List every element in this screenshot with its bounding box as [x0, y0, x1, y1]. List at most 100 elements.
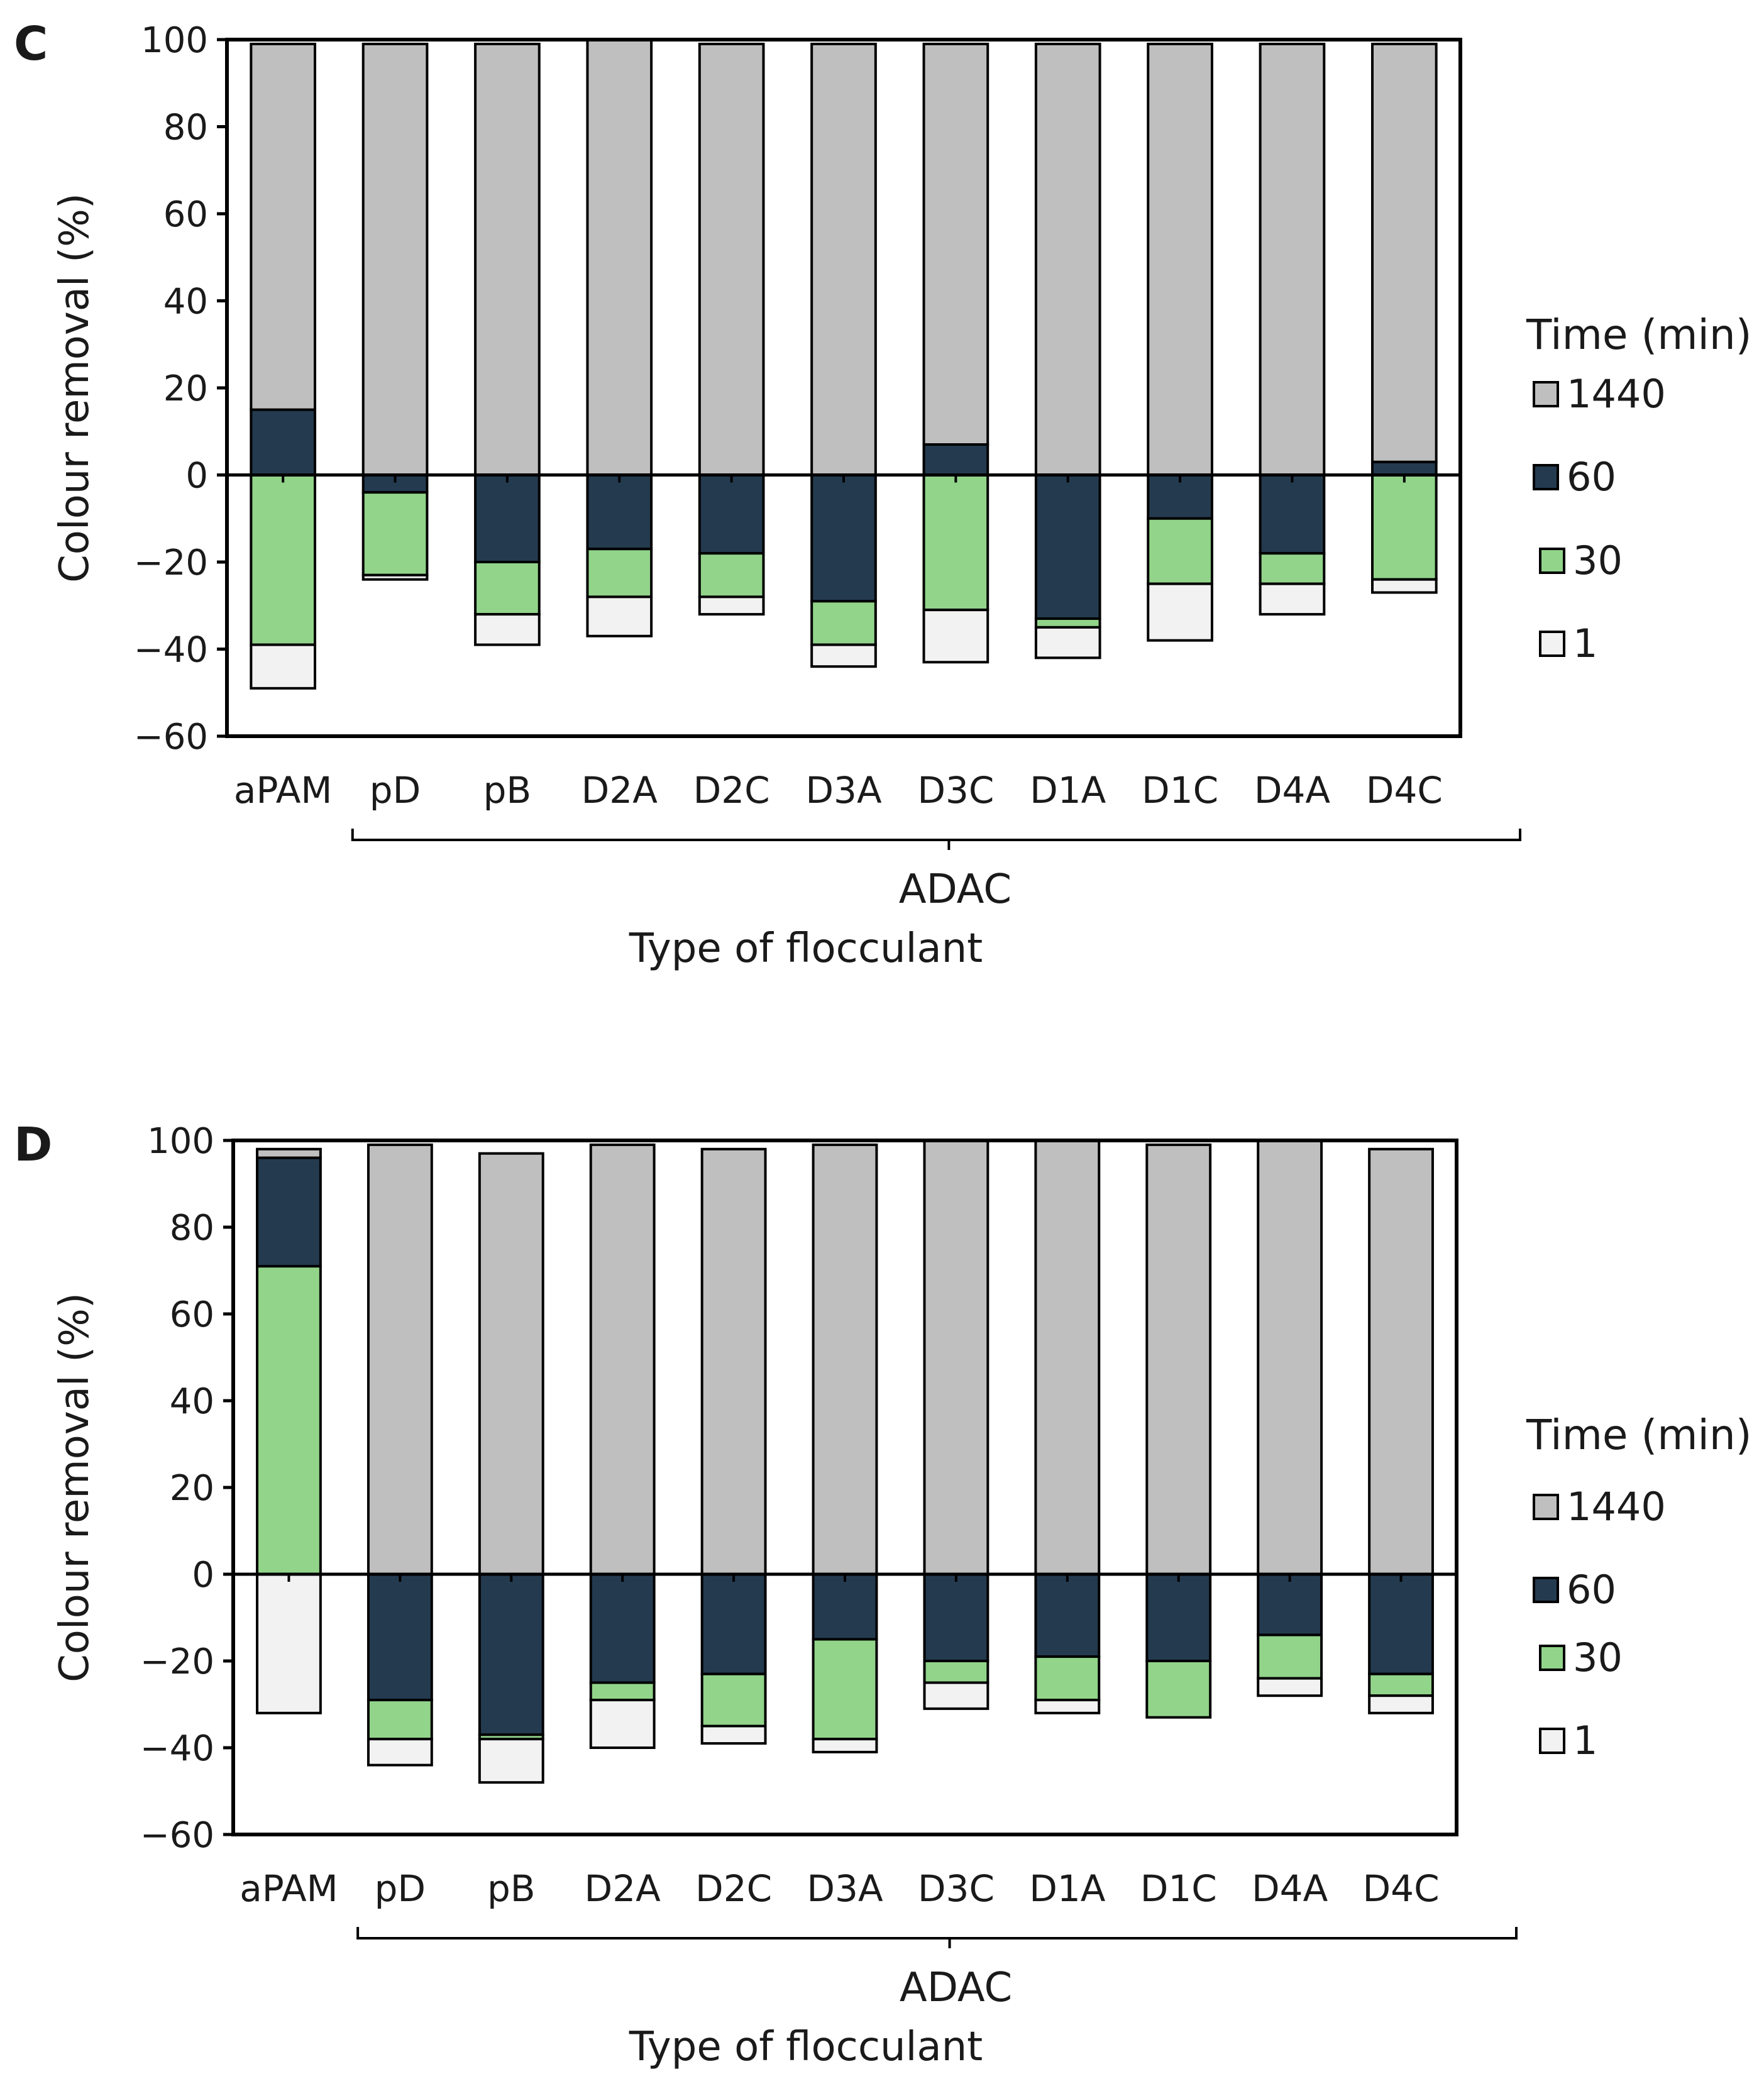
legend-swatch-1	[1539, 631, 1565, 657]
bar-segment-30	[1145, 1660, 1212, 1719]
y-tick-label: −60	[134, 717, 208, 758]
legend-label-1440: 1440	[1567, 1484, 1666, 1530]
x-tick-label: D2C	[693, 769, 770, 812]
y-tick-label: −20	[134, 543, 208, 583]
bar-segment-1440	[474, 42, 541, 477]
y-tick-label: 100	[141, 20, 208, 61]
legend-label-1440: 1440	[1567, 371, 1666, 417]
bar-segment-1440	[923, 1139, 989, 1575]
x-tick-label: D2A	[585, 1867, 661, 1910]
bar-group-D2A	[586, 38, 653, 637]
bar-segment-30	[256, 1265, 322, 1575]
bar-segment-1440	[1259, 42, 1326, 477]
bar-segment-30	[589, 1681, 656, 1702]
bar-segment-1	[367, 1738, 433, 1767]
bar-group-pB	[478, 1152, 544, 1784]
bar-segment-1440	[1034, 42, 1101, 477]
chart-panel-D: D Colour removal (%) 100 80 60 40 20 0 −20 −40 −60…	[14, 1118, 1751, 2070]
bar-segment-60	[1034, 1573, 1101, 1658]
bar-segment-30	[250, 473, 317, 646]
bar-segment-1	[478, 1738, 544, 1784]
x-tick-label: D2A	[582, 769, 658, 812]
bar-segment-60	[922, 443, 989, 477]
x-tick-label: D4A	[1254, 769, 1331, 812]
bar-segment-60	[1145, 1573, 1212, 1662]
legend-swatch-1440	[1533, 1494, 1559, 1520]
panel-label: D	[14, 1118, 52, 1172]
x-tick-label: D1C	[1142, 769, 1218, 812]
bar-segment-1440	[700, 1147, 767, 1576]
y-tick-label: 40	[170, 1381, 214, 1422]
x-axis-title: Type of flocculant	[629, 925, 983, 972]
x-tick-label: aPAM	[234, 769, 333, 812]
bar-group-pB	[474, 42, 541, 646]
bar-segment-1440	[478, 1152, 544, 1575]
bar-segment-1	[698, 595, 765, 616]
bar-segment-60	[589, 1573, 656, 1684]
bar-segment-1440	[1257, 1139, 1323, 1575]
bar-segment-30	[361, 491, 429, 577]
chart-panel-C: C Colour removal (%) 100 80 60 40 20 0 −20 −40 −60…	[14, 17, 1751, 972]
y-tick-label: −20	[140, 1641, 214, 1682]
bar-segment-1440	[1145, 1143, 1212, 1575]
legend-title: Time (min)	[1526, 311, 1751, 359]
legend-label-60: 60	[1567, 454, 1616, 500]
y-tick-label: −60	[140, 1815, 214, 1856]
bar-segment-1440	[367, 1143, 433, 1575]
bar-segment-60	[250, 408, 317, 477]
bar-segment-1	[586, 595, 653, 637]
bar-segment-1440	[589, 1143, 656, 1575]
x-tick-label: D1C	[1140, 1867, 1217, 1910]
legend-swatch-60	[1533, 1577, 1559, 1603]
legend-swatch-60	[1533, 464, 1559, 490]
bar-segment-30	[1147, 517, 1213, 585]
bar-segment-60	[1368, 1573, 1434, 1675]
bar-group-D3C	[923, 1139, 989, 1710]
plot-frame	[231, 1139, 1458, 1836]
bar-segment-60	[700, 1573, 767, 1675]
bar-segment-1	[810, 643, 877, 668]
bar-segment-60	[812, 1573, 878, 1641]
legend-label-1: 1	[1573, 1718, 1597, 1763]
bar-segment-60	[810, 473, 877, 603]
bar-segment-60	[1034, 473, 1101, 621]
y-tick-label: 0	[185, 456, 208, 497]
x-tick-label: pB	[487, 1867, 536, 1910]
bar-segment-1	[1034, 626, 1101, 659]
bar-segment-30	[812, 1638, 878, 1741]
y-tick-label: 60	[163, 194, 208, 235]
legend: Time (min) 1440 60 30 1	[1526, 1411, 1751, 1763]
bar-segment-30	[474, 561, 541, 616]
bar-segment-1	[1368, 1694, 1434, 1714]
bar-group-D2C	[700, 1147, 767, 1745]
bar-group-D4C	[1370, 42, 1438, 594]
bar-segment-1	[250, 643, 317, 690]
bar-segment-60	[367, 1573, 433, 1702]
bar-segment-1440	[1034, 1139, 1101, 1575]
bar-group-D1C	[1147, 42, 1213, 642]
bar-segment-1	[1034, 1699, 1101, 1714]
x-tick-label: D4C	[1366, 769, 1443, 812]
bar-segment-60	[1257, 1573, 1323, 1636]
bar-segment-1	[361, 573, 429, 581]
bar-group-D4A	[1259, 42, 1326, 616]
legend-label-30: 30	[1573, 538, 1623, 583]
y-tick-label: 60	[170, 1294, 214, 1335]
y-tick-label: 20	[170, 1468, 214, 1509]
plot-frame	[225, 38, 1462, 738]
bar-segment-60	[1147, 473, 1213, 520]
y-tick-label: 80	[170, 1208, 214, 1249]
bar-segment-1	[700, 1724, 767, 1745]
x-tick-label: pD	[370, 769, 421, 812]
bar-segment-1	[1259, 582, 1326, 616]
legend-swatch-1440	[1533, 381, 1559, 407]
legend-label-60: 60	[1567, 1567, 1616, 1613]
bar-segment-1	[1370, 578, 1438, 594]
x-tick-label: D3A	[807, 1867, 883, 1910]
bar-segment-1440	[250, 42, 317, 411]
bar-segment-1440	[698, 42, 765, 477]
legend-swatch-30	[1539, 1645, 1565, 1671]
y-axis-title: Colour removal (%)	[52, 193, 98, 583]
x-tick-label: D4A	[1252, 1867, 1328, 1910]
x-tick-label: D3A	[805, 769, 882, 812]
